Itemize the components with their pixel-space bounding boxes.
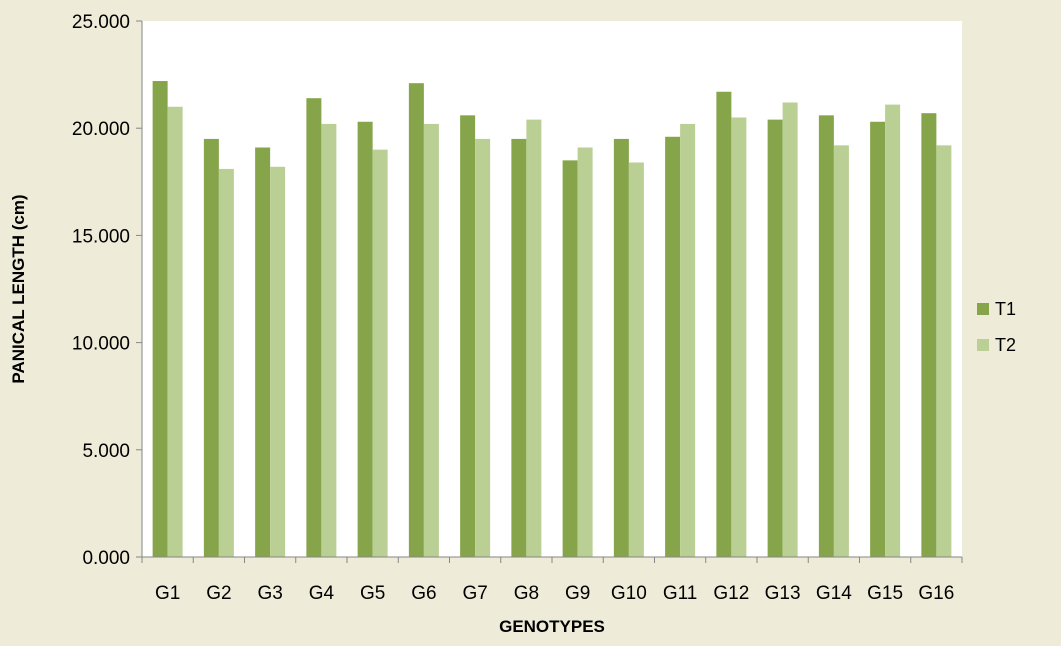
bar-t1-g7 [460, 115, 476, 557]
bar-t2-g13 [782, 102, 798, 558]
x-ticks-layer: G1 G2 G3 G4 G5 G6 G7 G8 G9 G10 G11 G12 G13 G14 G15 G16 [141, 557, 963, 604]
bar-t1-g5 [357, 121, 373, 557]
legend-label-t1: T1 [995, 299, 1016, 319]
bar-t2-g9 [577, 147, 593, 557]
bar-t1-g9 [562, 160, 578, 558]
bar-t1-g4 [306, 98, 322, 558]
y-tick-label: 20.000 [72, 119, 130, 140]
bar-t2-g15 [885, 104, 901, 557]
y-tick-label: 10.000 [72, 334, 130, 355]
bar-t2-g7 [475, 138, 491, 558]
bar-t2-g11 [680, 123, 696, 558]
x-tick-label: G2 [206, 583, 231, 604]
x-tick-label: G1 [155, 583, 180, 604]
x-tick-label: G7 [462, 583, 487, 604]
y-tick-label: 15.000 [72, 226, 130, 247]
legend-swatch-t1 [977, 303, 989, 315]
bar-t2-g2 [218, 168, 234, 557]
bar-t1-g3 [255, 147, 271, 557]
bar-t1-g10 [613, 138, 629, 558]
x-tick-label: G14 [816, 583, 852, 604]
bar-t2-g16 [936, 145, 952, 558]
x-axis-title: GENOTYPES [499, 617, 605, 636]
bar-t2-g14 [833, 145, 849, 558]
legend-swatch-t2 [977, 339, 989, 351]
legend: T1 T2 [977, 299, 1016, 355]
bar-t1-g14 [818, 115, 834, 557]
bar-t2-g10 [628, 162, 644, 557]
bar-t1-g12 [716, 91, 732, 557]
bar-t1-g15 [870, 121, 886, 557]
bar-t1-g8 [511, 138, 527, 558]
x-tick-label: G3 [257, 583, 282, 604]
bar-t1-g13 [767, 119, 783, 558]
bar-t1-g1 [152, 81, 168, 558]
x-tick-label: G15 [867, 583, 903, 604]
x-tick-label: G5 [360, 583, 385, 604]
x-tick-label: G9 [565, 583, 590, 604]
x-tick-label: G11 [663, 583, 698, 604]
bar-t1-g16 [921, 113, 937, 557]
bar-t2-g8 [526, 119, 542, 558]
bar-t2-g6 [423, 123, 439, 558]
x-tick-label: G10 [611, 583, 647, 604]
y-ticks-layer: 0.000 5.000 10.000 15.000 20.000 25.000 [72, 12, 142, 569]
bar-t1-g6 [408, 83, 424, 558]
bar-t2-g4 [321, 123, 337, 558]
bars-layer [152, 81, 952, 558]
y-tick-label: 5.000 [82, 441, 130, 462]
bar-t1-g2 [203, 138, 219, 558]
y-tick-label: 25.000 [72, 12, 130, 33]
bar-t2-g1 [167, 106, 183, 557]
bar-t1-g11 [665, 136, 681, 557]
x-tick-label: G16 [918, 583, 954, 604]
x-tick-label: G6 [411, 583, 436, 604]
y-axis-title: PANICAL LENGTH (cm) [9, 194, 28, 383]
x-tick-label: G4 [309, 583, 335, 604]
legend-label-t2: T2 [995, 335, 1016, 355]
x-tick-label: G12 [713, 583, 749, 604]
bar-t2-g5 [372, 149, 388, 557]
bar-t2-g12 [731, 117, 747, 557]
bar-t2-g3 [270, 166, 286, 558]
x-tick-label: G8 [514, 583, 539, 604]
y-tick-label: 0.000 [82, 548, 130, 569]
x-tick-label: G13 [765, 583, 801, 604]
